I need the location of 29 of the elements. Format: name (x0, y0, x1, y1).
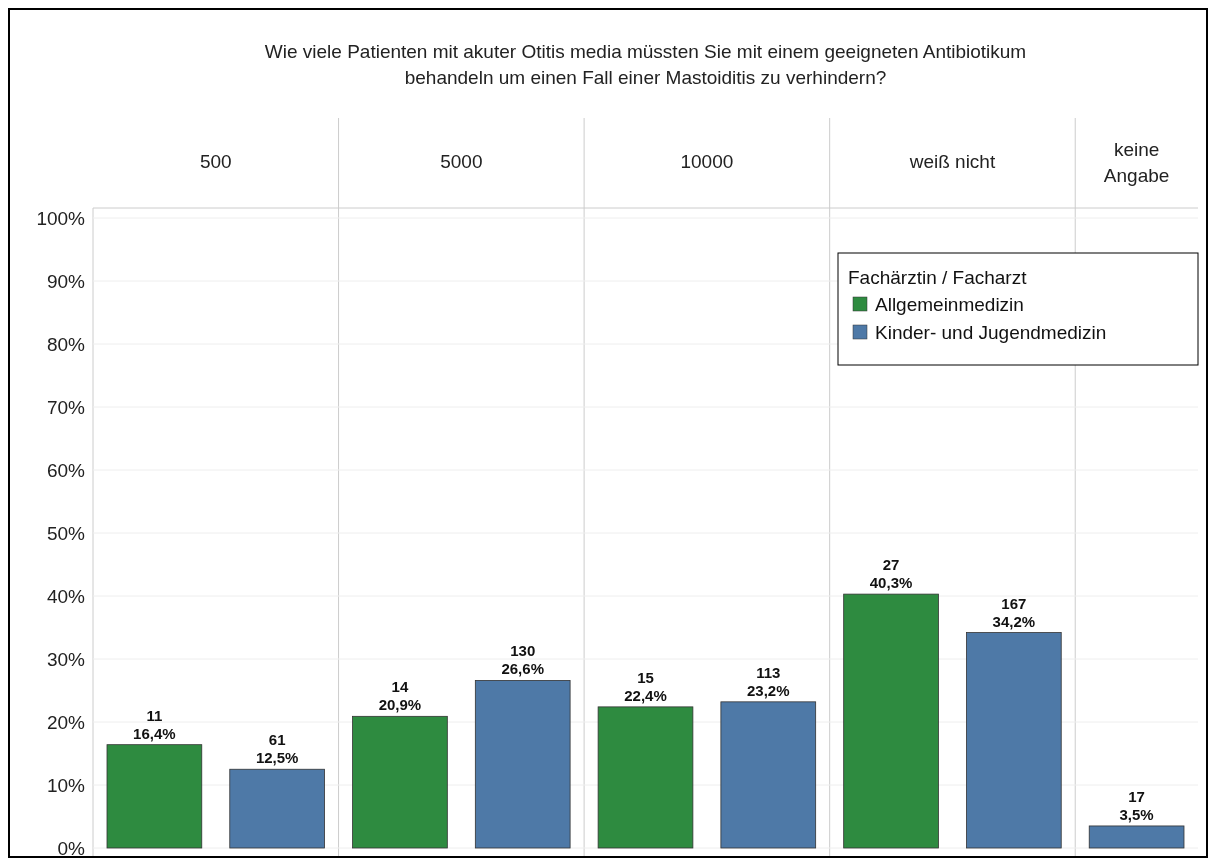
data-label: 167 34,2% (992, 594, 1036, 630)
data-label: 17 3,5% (1119, 787, 1154, 823)
legend-label: Allgemeinmedizin (875, 294, 1024, 315)
y-tick-label: 0% (57, 838, 86, 859)
y-tick-label: 70% (46, 397, 86, 418)
data-label: 130 26,6% (501, 642, 544, 678)
y-tick-label: 40% (46, 586, 86, 607)
data-label: 14 20,9% (378, 678, 422, 714)
y-tick-label: 30% (46, 649, 86, 670)
legend-label: Kinder- und Jugendmedizin (875, 322, 1107, 343)
x-tick-label: 500 (199, 151, 232, 172)
data-label: 61 12,5% (255, 731, 299, 767)
data-label: 27 40,3% (869, 556, 913, 592)
y-tick-label: 10% (46, 775, 86, 796)
x-tick-label: 10000 (680, 151, 734, 172)
y-tick-label: 60% (46, 460, 86, 481)
y-tick-label: 50% (46, 523, 86, 544)
data-label: 113 23,2% (747, 663, 790, 699)
x-tick-label: 5000 (440, 151, 483, 172)
y-tick-label: 20% (46, 712, 86, 733)
legend-title: Fachärztin / Facharzt (848, 267, 1028, 288)
x-tick-label: keine Angabe (1103, 139, 1170, 186)
y-tick-label: 100% (36, 208, 86, 229)
x-tick-label: weiß nicht (908, 151, 996, 172)
data-label: 15 22,4% (624, 668, 667, 704)
data-label: 11 16,4% (133, 706, 176, 742)
y-tick-label: 80% (46, 334, 86, 355)
chart-title: Wie viele Patienten mit akuter Otitis media müssten Sie mit einem geeigneten Antibiotikum behandeln um einen Fall einer Mastoiditis zu verhindern? (264, 41, 1027, 88)
y-tick-label: 90% (46, 271, 86, 292)
